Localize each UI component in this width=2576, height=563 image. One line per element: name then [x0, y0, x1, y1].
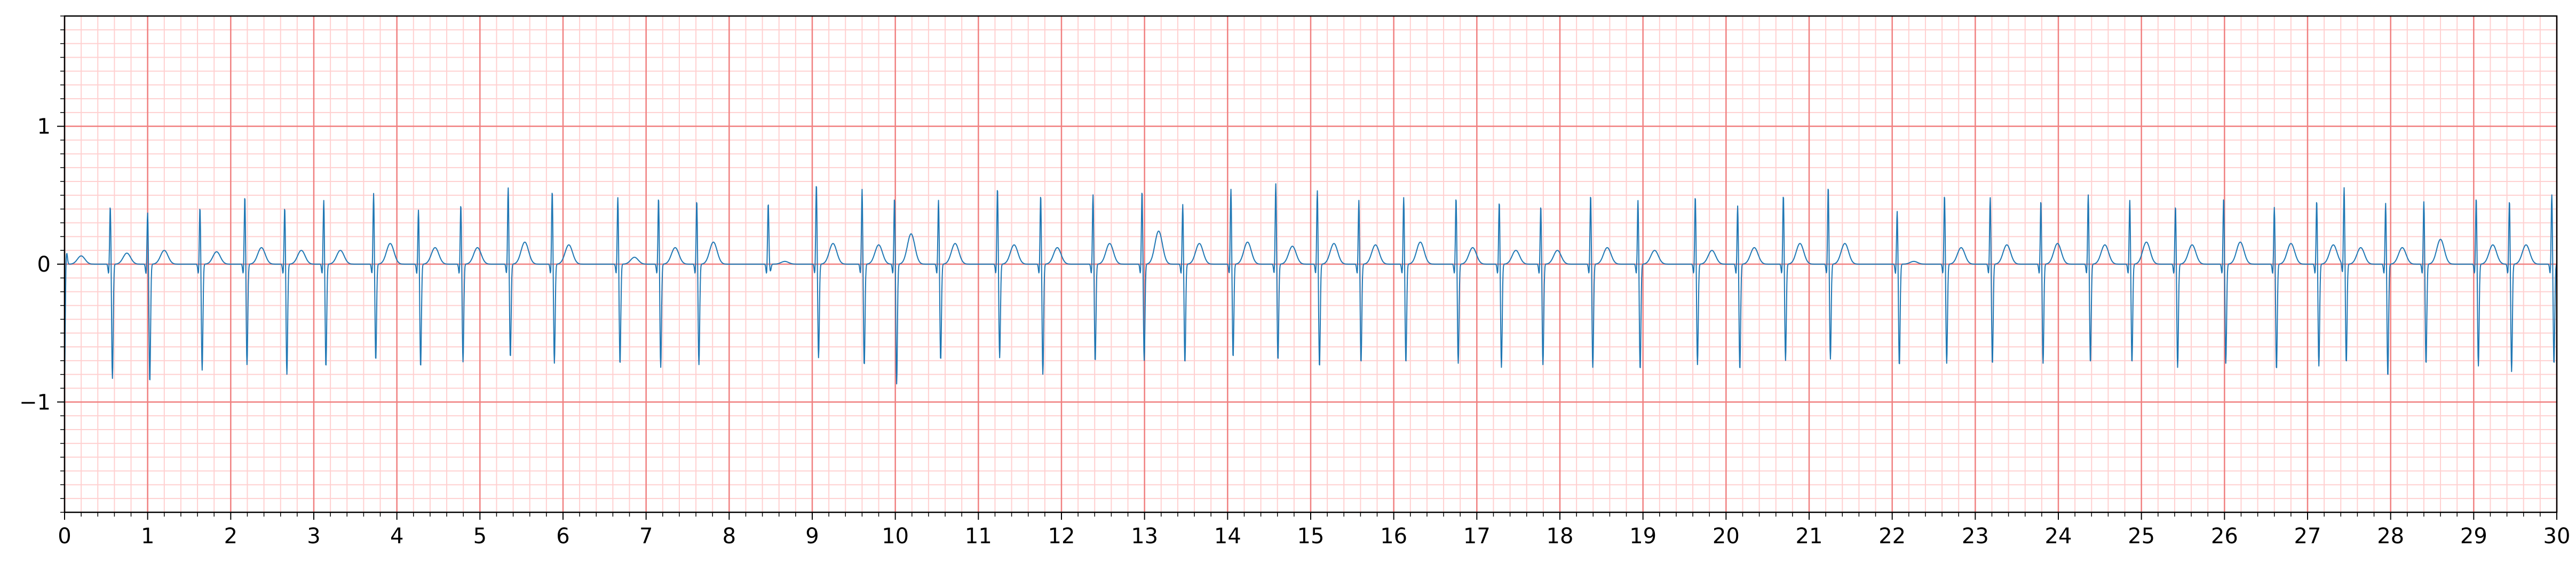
- x-tick-label: 15: [1297, 524, 1325, 549]
- x-tick-label: 12: [1048, 524, 1075, 549]
- x-tick-label: 19: [1629, 524, 1656, 549]
- x-tick-label: 10: [882, 524, 909, 549]
- y-axis: −1 0 1: [19, 16, 65, 512]
- x-tick-label: 27: [2294, 524, 2321, 549]
- x-tick-label: 25: [2128, 524, 2155, 549]
- x-tick-label: 20: [1713, 524, 1740, 549]
- x-tick-label: 1: [141, 524, 154, 549]
- x-tick-label: 23: [1962, 524, 1989, 549]
- x-tick-label: 3: [307, 524, 320, 549]
- x-tick-label: 2: [224, 524, 237, 549]
- x-tick-label: 29: [2460, 524, 2487, 549]
- x-tick-label: 30: [2543, 524, 2571, 549]
- x-tick-label: 26: [2211, 524, 2238, 549]
- x-tick-label: 6: [556, 524, 569, 549]
- x-tick-label: 22: [1879, 524, 1906, 549]
- x-tick-label: 5: [473, 524, 487, 549]
- x-tick-label: 13: [1131, 524, 1158, 549]
- y-tick-label: 1: [37, 115, 51, 139]
- y-tick-label: 0: [37, 252, 51, 277]
- x-tick-label: 7: [639, 524, 653, 549]
- x-tick-label: 28: [2377, 524, 2404, 549]
- x-tick-label: 8: [723, 524, 736, 549]
- x-tick-label: 0: [58, 524, 71, 549]
- x-tick-label: 24: [2045, 524, 2072, 549]
- x-tick-label: 4: [390, 524, 403, 549]
- x-tick-label: 11: [965, 524, 992, 549]
- x-tick-label: 18: [1547, 524, 1574, 549]
- x-tick-label: 14: [1214, 524, 1241, 549]
- x-axis: 0 1 2 3 4 5 6 7 8 9 10 11 12 13 14 15 16 17 18 19 20 21 22 23 24…: [58, 512, 2570, 549]
- x-tick-label: 21: [1796, 524, 1823, 549]
- x-tick-label: 9: [805, 524, 819, 549]
- y-tick-label: −1: [19, 390, 51, 415]
- x-tick-label: 17: [1463, 524, 1491, 549]
- x-tick-label: 16: [1380, 524, 1407, 549]
